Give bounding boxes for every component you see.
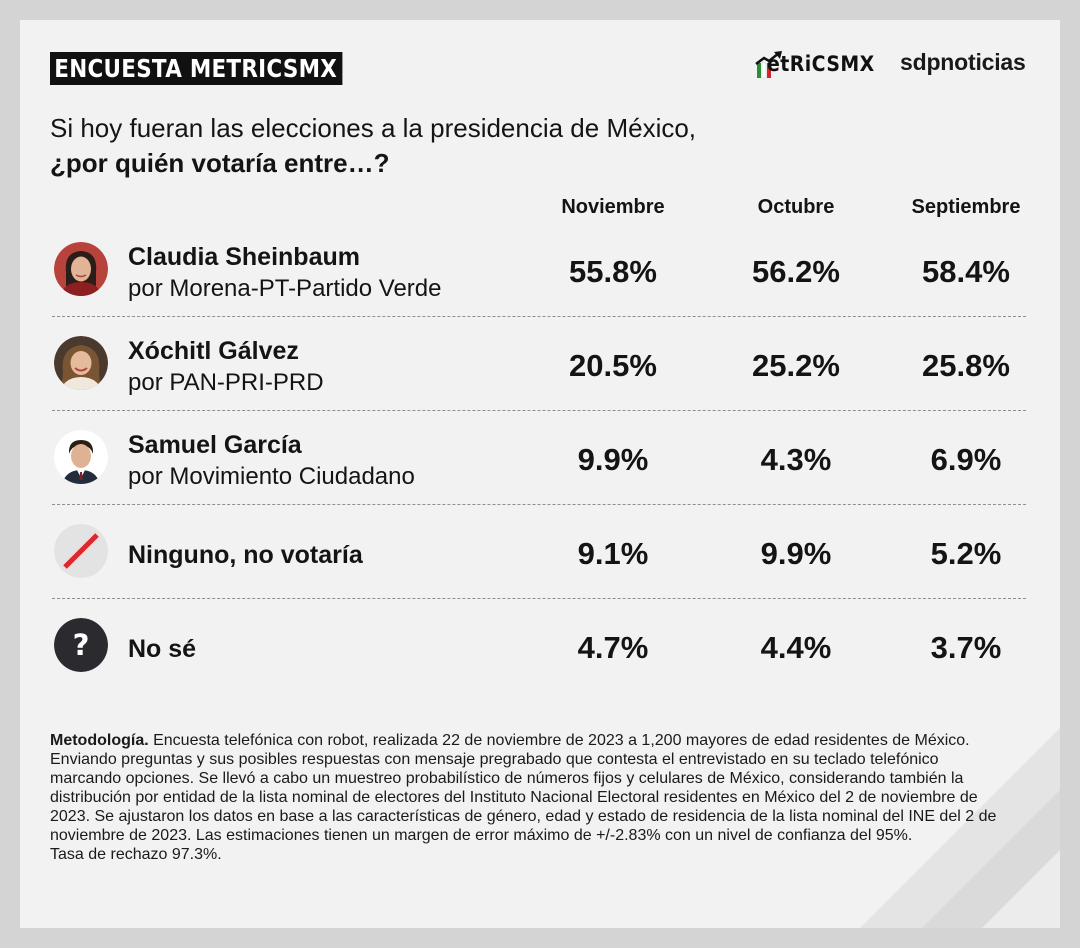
question-line-2: ¿por quién votaría entre…? <box>50 148 390 178</box>
question-icon: ? <box>54 618 108 672</box>
candidate-party: por PAN-PRI-PRD <box>128 369 324 396</box>
column-header-noviembre: Noviembre <box>561 196 665 218</box>
table-row: Samuel García por Movimiento Ciudadano 9… <box>20 422 1060 492</box>
portrait-xochitl-galvez-icon <box>54 336 108 390</box>
candidate-party: por Morena-PT-Partido Verde <box>128 275 442 302</box>
table-row: Claudia Sheinbaum por Morena-PT-Partido … <box>20 234 1060 304</box>
candidate-name: Samuel García <box>128 431 302 459</box>
portrait-claudia-sheinbaum-icon <box>54 242 108 296</box>
value-septiembre: 58.4% <box>922 254 1010 289</box>
poll-card: ENCUESTA METRICSMX etRiCSMX sdpnoticias … <box>20 20 1060 928</box>
value-octubre: 4.3% <box>760 442 832 477</box>
value-noviembre: 9.9% <box>577 442 649 477</box>
rejection-rate: Tasa de rechazo 97.3%. <box>50 846 222 863</box>
row-divider <box>52 598 1026 599</box>
candidate-name: Claudia Sheinbaum <box>128 243 360 271</box>
metricsmx-logo: etRiCSMX <box>755 50 887 80</box>
value-septiembre: 25.8% <box>922 348 1010 383</box>
trend-arrow-icon <box>755 51 782 79</box>
value-septiembre: 6.9% <box>930 442 1002 477</box>
portrait-samuel-garcia-icon <box>54 430 108 484</box>
question-line-1: Si hoy fueran las elecciones a la presid… <box>50 113 697 143</box>
candidate-party: por Movimiento Ciudadano <box>128 463 415 490</box>
value-septiembre: 5.2% <box>930 536 1002 571</box>
value-octubre: 56.2% <box>752 254 840 289</box>
value-octubre: 25.2% <box>752 348 840 383</box>
metricsmx-logo-text: etRiCSMX <box>767 52 875 76</box>
value-noviembre: 4.7% <box>577 630 649 665</box>
column-header-septiembre: Septiembre <box>911 196 1021 218</box>
svg-text:?: ? <box>73 628 90 662</box>
table-row: ? No sé 4.7% 4.4% 3.7% <box>20 610 1060 680</box>
option-name: No sé <box>128 635 197 663</box>
methodology-label: Metodología. <box>50 732 149 749</box>
survey-title-badge: ENCUESTA METRICSMX <box>50 52 343 85</box>
table-row: Xóchitl Gálvez por PAN-PRI-PRD 20.5% 25.… <box>20 328 1060 398</box>
value-noviembre: 55.8% <box>569 254 657 289</box>
row-divider <box>52 410 1026 411</box>
background-decoration <box>860 728 1060 928</box>
methodology-text: Encuesta telefónica con robot, realizada… <box>50 732 997 844</box>
table-row: Ninguno, no votaría 9.1% 9.9% 5.2% <box>20 516 1060 586</box>
value-septiembre: 3.7% <box>930 630 1002 665</box>
candidate-name: Xóchitl Gálvez <box>128 337 299 365</box>
sdpnoticias-logo: sdpnoticias <box>900 49 1026 75</box>
option-name: Ninguno, no votaría <box>128 541 363 569</box>
value-octubre: 4.4% <box>760 630 832 665</box>
methodology-note: Metodología. Encuesta telefónica con rob… <box>50 731 1010 864</box>
value-octubre: 9.9% <box>760 536 832 571</box>
survey-question: Si hoy fueran las elecciones a la presid… <box>50 111 696 181</box>
value-noviembre: 9.1% <box>577 536 649 571</box>
row-divider <box>52 316 1026 317</box>
slash-icon <box>54 524 108 578</box>
row-divider <box>52 504 1026 505</box>
value-noviembre: 20.5% <box>569 348 657 383</box>
column-header-octubre: Octubre <box>757 196 835 218</box>
